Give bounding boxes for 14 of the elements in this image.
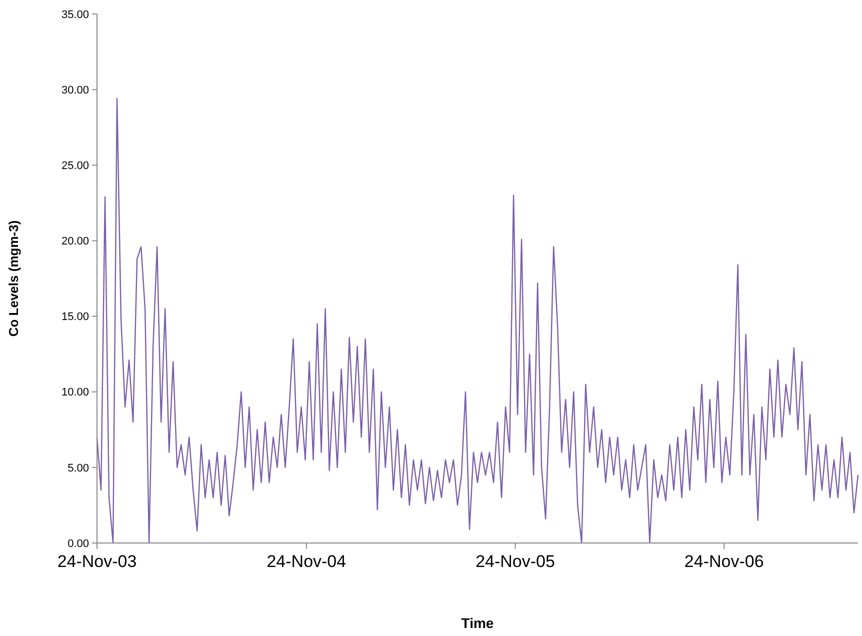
y-tick-label: 10.00	[61, 386, 89, 399]
x-tick-label: 24-Nov-06	[684, 552, 764, 571]
x-axis-title: Time	[461, 615, 494, 631]
x-tick-label: 24-Nov-05	[476, 552, 555, 571]
y-tick-label: 20.00	[61, 236, 89, 248]
y-tick-label: 25.00	[61, 160, 89, 172]
y-tick-label: 5.00	[68, 462, 89, 474]
x-tick-label: 24-Nov-03	[57, 552, 137, 571]
y-tick-label: 0.00	[68, 538, 89, 550]
y-tick-label: 15.00	[61, 311, 89, 324]
y-tick-label: 35.00	[61, 8, 89, 21]
y-tick-label: 30.00	[61, 84, 89, 96]
x-tick-label: 24-Nov-04	[266, 552, 346, 571]
y-axis-title: Co Levels (mgm-3)	[6, 220, 21, 337]
